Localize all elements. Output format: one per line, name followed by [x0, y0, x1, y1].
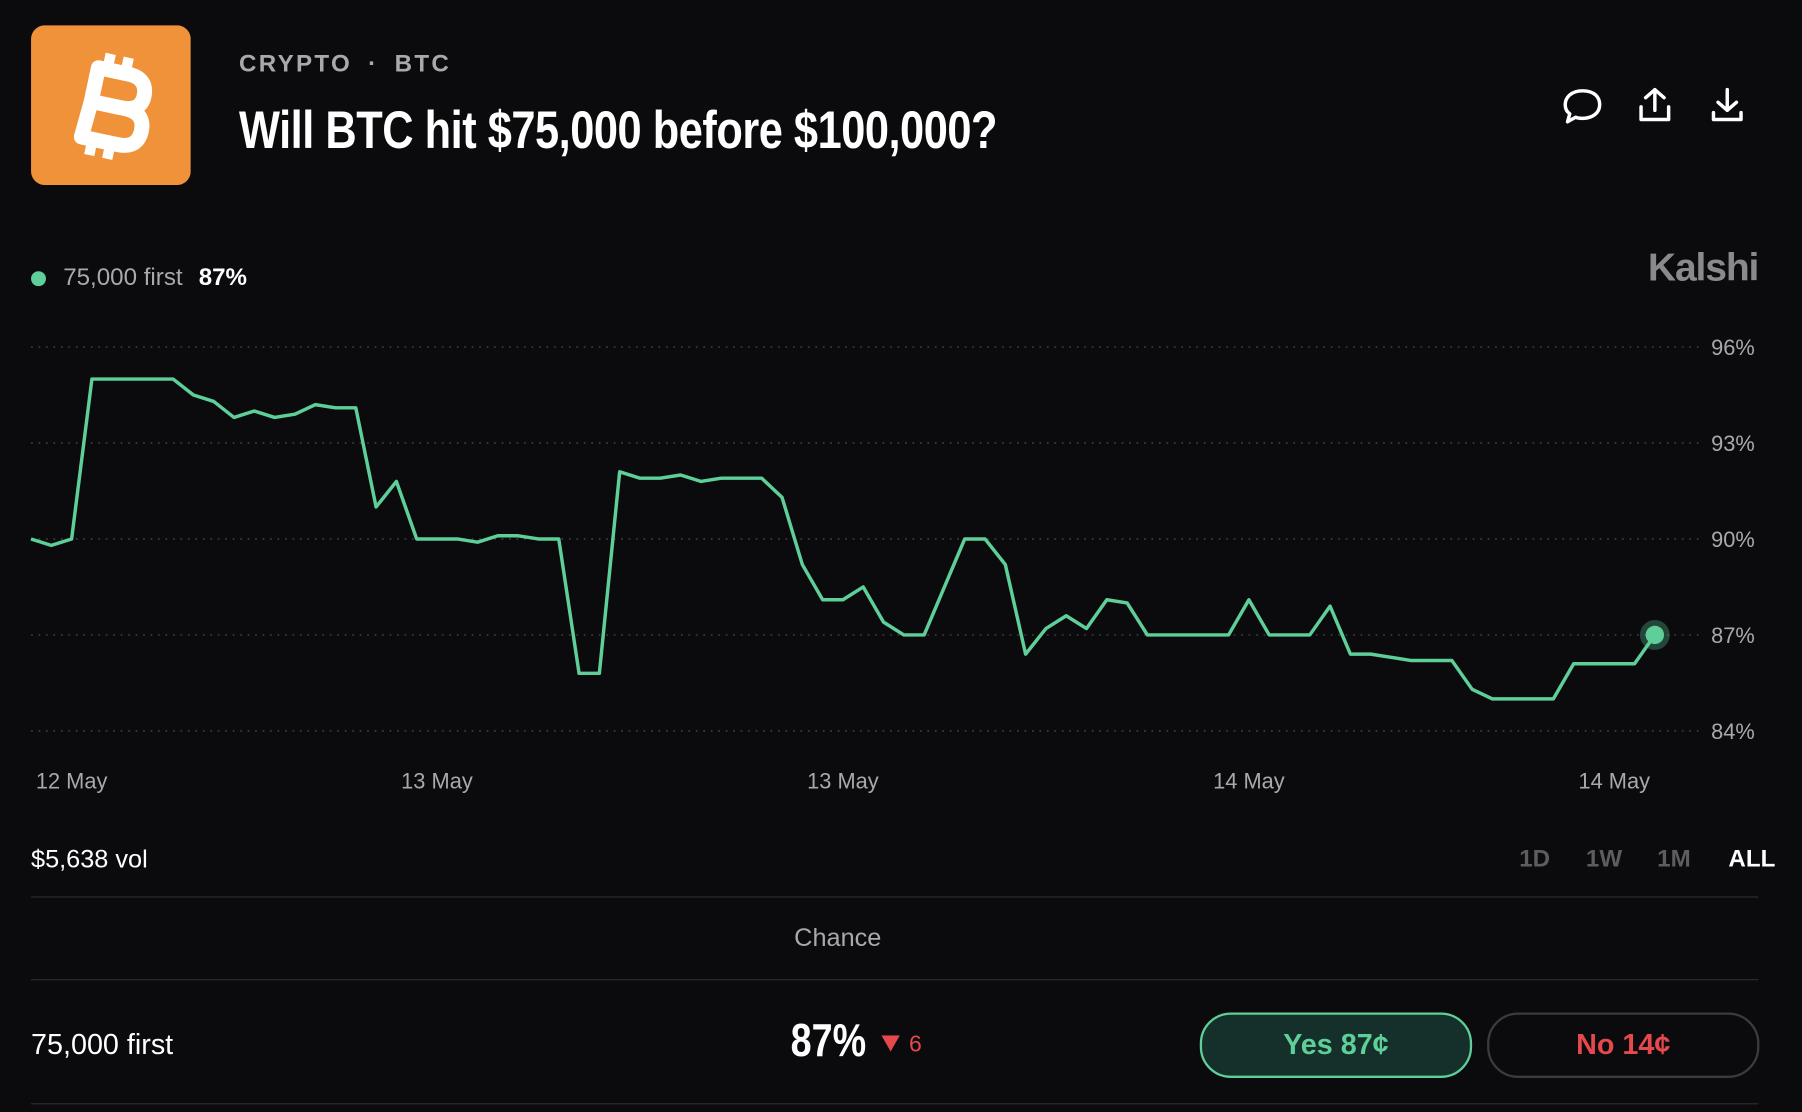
comment-icon[interactable]	[1563, 89, 1602, 124]
x-tick-label: 14 May	[1578, 768, 1650, 793]
toolbar	[1563, 87, 1743, 124]
range-button[interactable]: 1D	[1519, 845, 1551, 873]
legend-name: 75,000 first	[63, 264, 183, 291]
column-header: Chance	[794, 922, 882, 952]
x-tick-label: 13 May	[807, 768, 879, 793]
range-button[interactable]: 1W	[1585, 845, 1623, 873]
legend: 75,000 first 87%	[31, 264, 247, 292]
y-tick-label: 84%	[1711, 719, 1755, 744]
line	[30, 377, 1657, 701]
x-tick-label: 13 May	[401, 768, 473, 793]
download-icon[interactable]	[1711, 87, 1743, 122]
bitcoin-logo	[31, 25, 191, 186]
chart: 84% 87% 90% 93% 96% 12 May 13 May 13 May 14 May 1…	[30, 335, 1755, 793]
share-icon[interactable]	[1639, 87, 1671, 122]
current-point	[1645, 625, 1665, 645]
range-button[interactable]: 1M	[1657, 845, 1691, 873]
legend-dot	[31, 270, 46, 286]
down-arrow	[881, 1035, 900, 1052]
y-tick-label: 96%	[1711, 335, 1755, 360]
outcome-change: 6	[909, 1031, 922, 1058]
ticker[interactable]: BTC	[394, 50, 452, 77]
breadcrumb: CRYPTO · BTC	[239, 50, 452, 77]
divider	[31, 896, 1759, 898]
y-tick-label: 87%	[1711, 623, 1755, 648]
yes-button[interactable]: Yes 87¢	[1199, 1012, 1473, 1078]
outcome-name: 75,000 first	[31, 1028, 174, 1061]
y-tick-label: 90%	[1711, 527, 1755, 552]
volume: $5,638 vol	[31, 844, 148, 874]
legend-value: 87%	[198, 264, 248, 291]
divider	[31, 979, 1759, 981]
category[interactable]: CRYPTO	[239, 50, 353, 77]
range-button[interactable]: ALL	[1728, 845, 1776, 873]
brand: Kalshi	[1647, 245, 1760, 290]
x-tick-label: 12 May	[36, 768, 108, 793]
no-button[interactable]: No 14¢	[1487, 1012, 1760, 1078]
outcome-chance: 87%	[790, 1015, 867, 1067]
divider	[31, 1103, 1759, 1105]
market-title: Will BTC hit $75,000 before $100,000?	[239, 99, 997, 160]
y-tick-label: 93%	[1711, 431, 1755, 456]
x-tick-label: 14 May	[1213, 768, 1285, 793]
